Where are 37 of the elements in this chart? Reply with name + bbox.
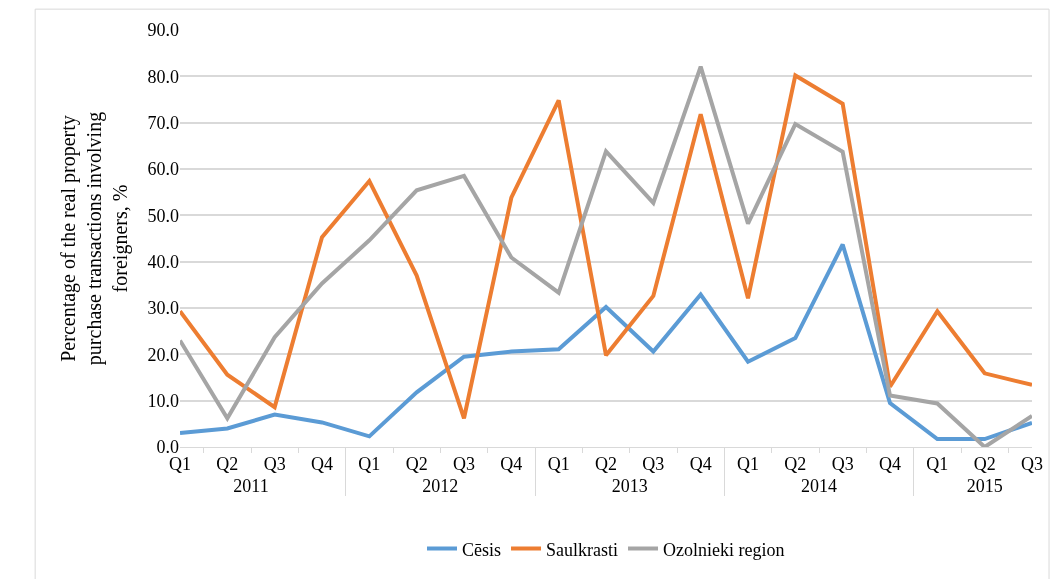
text: 2013 bbox=[611, 475, 648, 496]
y-tick-label: 40.0 bbox=[147, 251, 179, 272]
x-tick-label: Q1 bbox=[737, 453, 759, 474]
text: 2015 bbox=[966, 475, 1003, 496]
y-tick-label: 60.0 bbox=[147, 159, 179, 180]
x-tick-label: Q2 bbox=[595, 453, 617, 474]
x-tick-label: Q4 bbox=[879, 453, 901, 474]
line-series bbox=[180, 242, 1032, 442]
legend-label: Saulkrasti bbox=[546, 539, 619, 560]
x-tick-label: Q2 bbox=[784, 453, 807, 474]
x-tick-label: Q1 bbox=[358, 453, 381, 474]
x-tick-label: Q1 bbox=[926, 453, 949, 474]
y-tick-label: 20.0 bbox=[147, 344, 179, 365]
x-tick-label: Q3 bbox=[642, 453, 665, 474]
x-tick-label: Q3 bbox=[453, 453, 475, 474]
legend-label: Ozolnieki region bbox=[663, 539, 785, 560]
y-tick-label: 80.0 bbox=[147, 66, 179, 87]
y-tick-label: 30.0 bbox=[147, 298, 179, 319]
legend-label: Cēsis bbox=[462, 539, 502, 560]
x-tick-label: Q4 bbox=[500, 453, 523, 474]
x-tick-label: Q4 bbox=[689, 453, 712, 474]
x-tick-label: Q2 bbox=[405, 453, 428, 474]
x-tick-label: Q3 bbox=[831, 453, 854, 474]
x-tick-label: Q4 bbox=[311, 453, 333, 474]
x-tick-label: Q2 bbox=[973, 453, 996, 474]
text: 2014 bbox=[801, 475, 837, 496]
x-tick-label: Q3 bbox=[1021, 453, 1043, 474]
x-tick-label: Q1 bbox=[547, 453, 570, 474]
y-axis-title: Percentage of the real property purchase transactions involving foreigners, % bbox=[57, 111, 132, 366]
x-tick-label: Q3 bbox=[263, 453, 286, 474]
text: 2011 bbox=[233, 475, 269, 496]
y-tick-label: 90.0 bbox=[147, 20, 179, 41]
y-tick-label: 10.0 bbox=[147, 390, 179, 411]
x-tick-label: Q2 bbox=[216, 453, 239, 474]
text: 2012 bbox=[422, 475, 459, 496]
y-tick-label: 70.0 bbox=[147, 112, 179, 133]
y-tick-label: 50.0 bbox=[147, 205, 179, 226]
